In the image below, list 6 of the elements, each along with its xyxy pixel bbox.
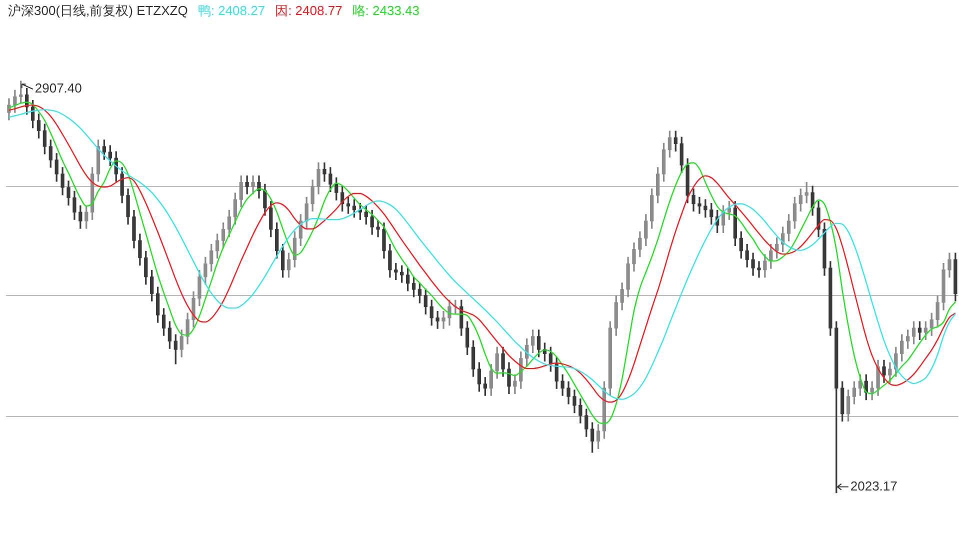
text: 鸭: 2408.27 [198, 2, 266, 20]
text: 咯: 2433.43 [352, 2, 420, 20]
chart-title: 沪深300(日线,前复权) ETZXZQ [8, 2, 188, 20]
text: 因: 2408.77 [275, 2, 342, 20]
annotation: 2023.17 [850, 478, 898, 494]
annotation: 2907.40 [34, 80, 82, 96]
